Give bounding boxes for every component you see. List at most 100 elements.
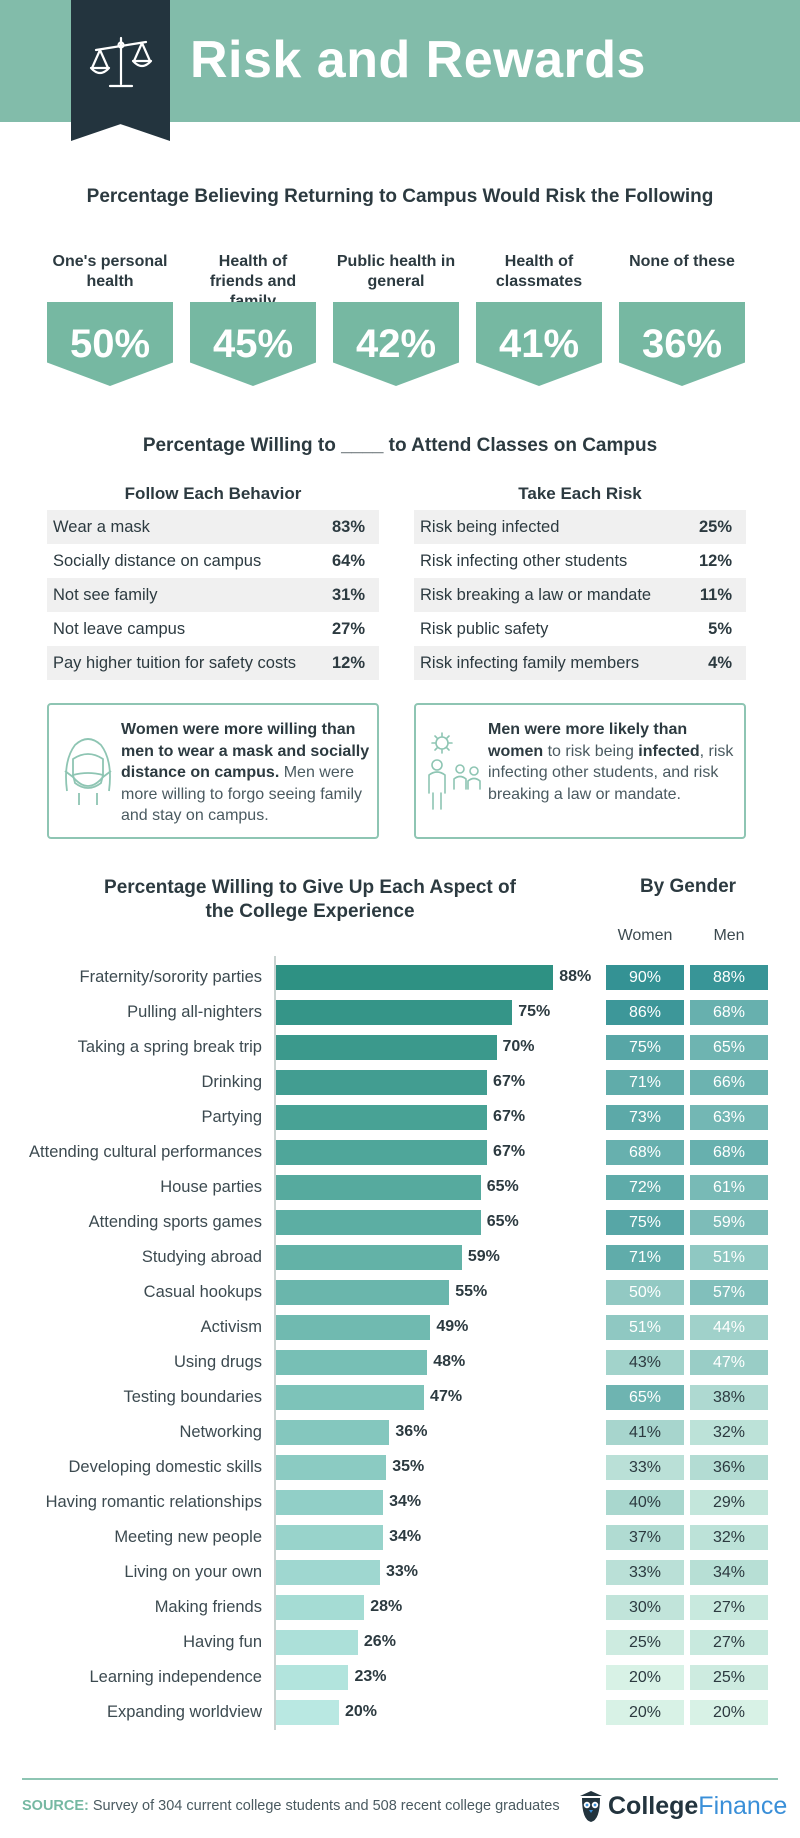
bar-value-label: 23% [354,1668,387,1685]
virus-people-icon [428,732,481,810]
category-label: Developing domestic skills [68,1458,263,1476]
bar [276,1420,390,1445]
men-value-cell: 68% [690,1140,768,1165]
bar [276,1700,339,1725]
women-value-cell: 73% [606,1105,684,1130]
bar-value-label: 88% [559,968,592,985]
women-value-cell: 25% [606,1630,684,1655]
bar-value-label: 70% [502,1038,535,1055]
bar-value-label: 48% [433,1353,466,1370]
women-value-cell: 20% [606,1665,684,1690]
category-label: Casual hookups [143,1283,262,1301]
women-value-cell: 41% [606,1420,684,1445]
bar-value-label: 35% [392,1458,425,1475]
category-label: Partying [201,1108,262,1126]
row-value: 12% [698,551,732,570]
row-value: 31% [331,585,365,604]
row-value: 25% [698,517,732,536]
category-label: Networking [179,1423,262,1441]
category-label: Fraternity/sorority parties [79,968,262,986]
owl-logo-icon [580,1791,602,1822]
category-label: Drinking [201,1073,262,1091]
women-value-cell: 71% [606,1070,684,1095]
category-label: Attending cultural performances [29,1143,262,1161]
table-row: Not see family 31% [47,578,379,612]
women-value-cell: 90% [606,965,684,990]
women-value-cell: 68% [606,1140,684,1165]
bar [276,1070,488,1095]
table-row: Not leave campus 27% [47,612,379,646]
risk-label: Health of friends and family [209,253,297,310]
table-row: Pay higher tuition for safety costs 12% [47,646,379,680]
bar-value-label: 65% [486,1213,519,1230]
row-label: Risk breaking a law or mandate [420,585,652,604]
logo-text-light: Finance [698,1792,788,1820]
row-value: 12% [331,653,365,672]
callout-bold-text: Women were more willing than men to wear… [121,721,370,781]
men-value-cell: 66% [690,1070,768,1095]
callout-text: Men were more willing to forgo seeing fa… [121,764,362,824]
bar [276,1140,488,1165]
table-row: Risk breaking a law or mandate 11% [414,578,746,612]
men-callout: Men were more likely than women to risk … [414,703,746,839]
chart-title: Percentage Willing to Give Up Each Aspec… [104,877,516,922]
bar [276,1350,428,1375]
risk-label: One's personal health [52,253,168,290]
callout-bold-text: Men were more likely than women [488,721,688,760]
table-row: Risk infecting other students 12% [414,544,746,578]
men-value-cell: 38% [690,1385,768,1410]
men-value-cell: 51% [690,1245,768,1270]
men-value-cell: 59% [690,1210,768,1235]
source-label: SOURCE: [22,1798,89,1814]
women-column-header: Women [617,927,673,944]
bar-value-label: 65% [486,1178,519,1195]
category-label: Having romantic relationships [45,1493,262,1511]
row-value: 11% [699,585,732,604]
table-row: Risk public safety 5% [414,612,746,646]
source-text: Survey of 304 current college students a… [92,1798,560,1814]
bar-value-label: 28% [370,1598,403,1615]
collegefinance-logo: CollegeFinance [578,1788,787,1828]
callout-text: , risk infecting other students, and ris… [488,742,734,803]
row-value: 4% [708,653,732,672]
bar-value-label: 33% [385,1563,418,1580]
risk-label: Health of classmates [495,253,583,290]
risk-item: None of these 36% [619,252,745,386]
row-label: Risk being infected [420,517,560,536]
men-value-cell: 34% [690,1560,768,1585]
category-label: Learning independence [89,1668,263,1686]
men-value-cell: 47% [690,1350,768,1375]
bar [276,1630,358,1655]
women-value-cell: 40% [606,1490,684,1515]
category-label: Attending sports games [88,1213,262,1231]
row-label: Socially distance on campus [53,551,262,570]
men-value-cell: 63% [690,1105,768,1130]
masked-woman-icon [64,738,112,805]
page-title: Risk and Rewards [190,31,646,89]
row-label: Not see family [53,585,158,604]
men-value-cell: 25% [690,1665,768,1690]
bar [276,1245,462,1270]
women-value-cell: 20% [606,1700,684,1725]
category-label: Living on your own [124,1563,262,1581]
table-row: Wear a mask 83% [47,510,379,544]
row-label: Wear a mask [53,517,150,536]
callout-text: to risk being [543,742,639,760]
logo-text: CollegeFinance [608,1792,787,1821]
risk-table: Risk being infected 25% Risk infecting ot… [414,510,746,680]
category-label: Studying abroad [141,1248,262,1266]
bar-value-label: 20% [345,1703,378,1720]
category-label: Expanding worldview [106,1703,262,1721]
row-value: 83% [331,517,365,536]
category-label: House parties [160,1178,262,1196]
bar [276,965,554,990]
men-value-cell: 44% [690,1315,768,1340]
bar-value-label: 49% [436,1318,469,1335]
bar [276,1665,349,1690]
table-row: Risk infecting family members 4% [414,646,746,680]
women-value-cell: 51% [606,1315,684,1340]
bar-value-label: 67% [493,1143,526,1160]
bar [276,1595,365,1620]
bar [276,1175,481,1200]
risk-table-title: Take Each Risk [518,484,642,503]
